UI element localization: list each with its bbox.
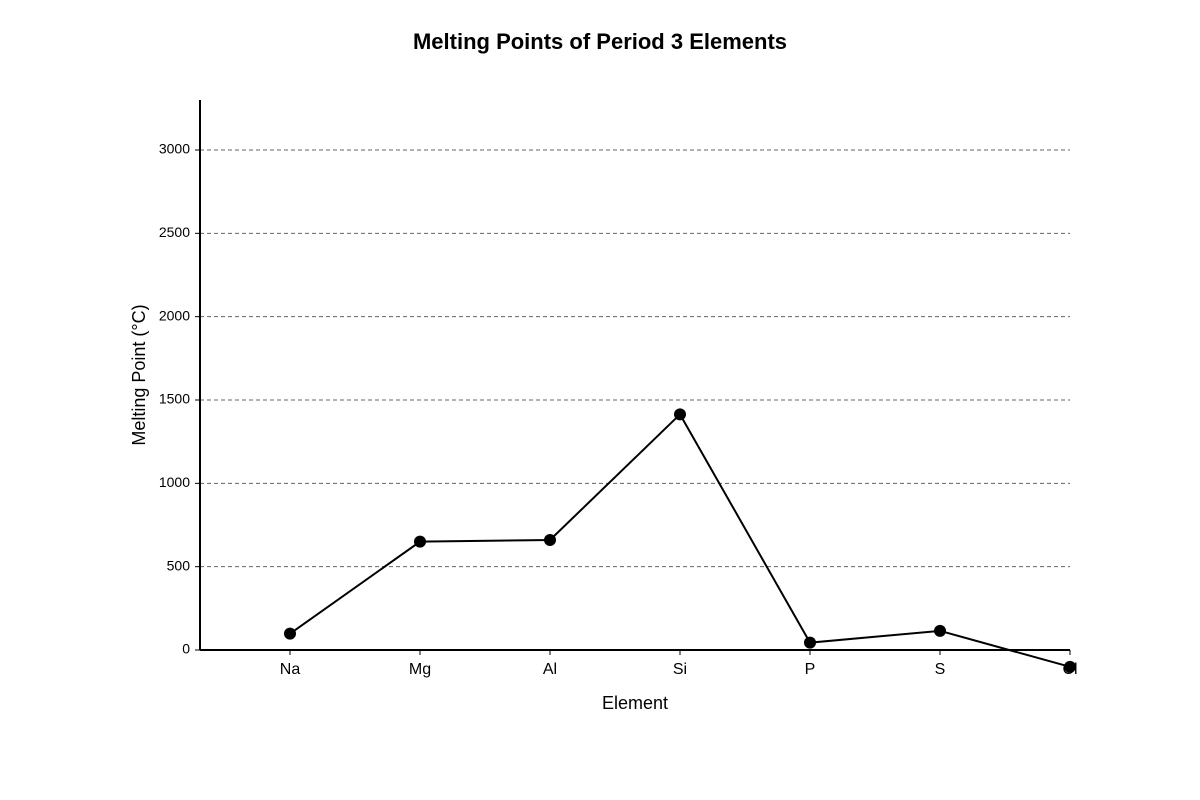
x-tick-label: S (935, 661, 946, 678)
x-tick-label: Al (543, 661, 557, 678)
x-axis-label: Element (602, 693, 668, 713)
y-tick-label: 3000 (159, 141, 190, 157)
data-point (414, 535, 426, 548)
y-tick-label: 0 (182, 641, 190, 657)
data-point (544, 534, 556, 546)
data-point (284, 627, 296, 640)
y-axis-label: Melting Point (°C) (129, 304, 149, 445)
x-tick-label: Si (673, 661, 687, 678)
data-point (674, 408, 686, 421)
y-tick-label: 500 (167, 557, 191, 573)
x-tick-label: Mg (409, 661, 431, 678)
data-point (934, 624, 946, 637)
data-line (289, 412, 1071, 668)
y-tick-label: 2000 (159, 307, 190, 323)
data-point (1064, 660, 1076, 673)
chart-title: Melting Points of Period 3 Elements (413, 29, 787, 54)
x-tick-label: P (805, 661, 816, 678)
y-tick-label: 2500 (159, 224, 190, 240)
data-point (804, 636, 816, 649)
y-tick-label: 1500 (159, 391, 190, 407)
x-tick-label: Na (280, 661, 301, 678)
y-tick-label: 1000 (159, 474, 190, 490)
